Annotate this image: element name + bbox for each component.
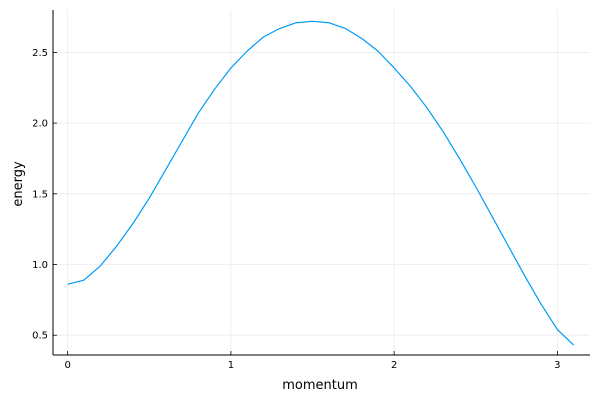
y-tick-label: 0.5 — [32, 331, 48, 342]
y-tick-label: 1.0 — [32, 260, 48, 271]
x-axis-title: momentum — [282, 378, 358, 393]
y-tick-label: 2.0 — [32, 119, 48, 130]
y-tick-label: 1.5 — [32, 189, 48, 200]
x-tick-label: 1 — [228, 360, 234, 371]
x-tick-label: 3 — [554, 360, 560, 371]
axes — [52, 10, 590, 356]
x-tick-label: 0 — [65, 360, 71, 371]
series-group — [67, 20, 575, 346]
y-axis-title: energy — [11, 161, 26, 207]
series-line — [67, 20, 575, 346]
x-tick-label: 2 — [391, 360, 397, 371]
y-tick-label: 2.5 — [32, 48, 48, 59]
tick-labels: 0 1 2 3 0.5 1.0 1.5 2.0 2.5 — [32, 48, 560, 371]
